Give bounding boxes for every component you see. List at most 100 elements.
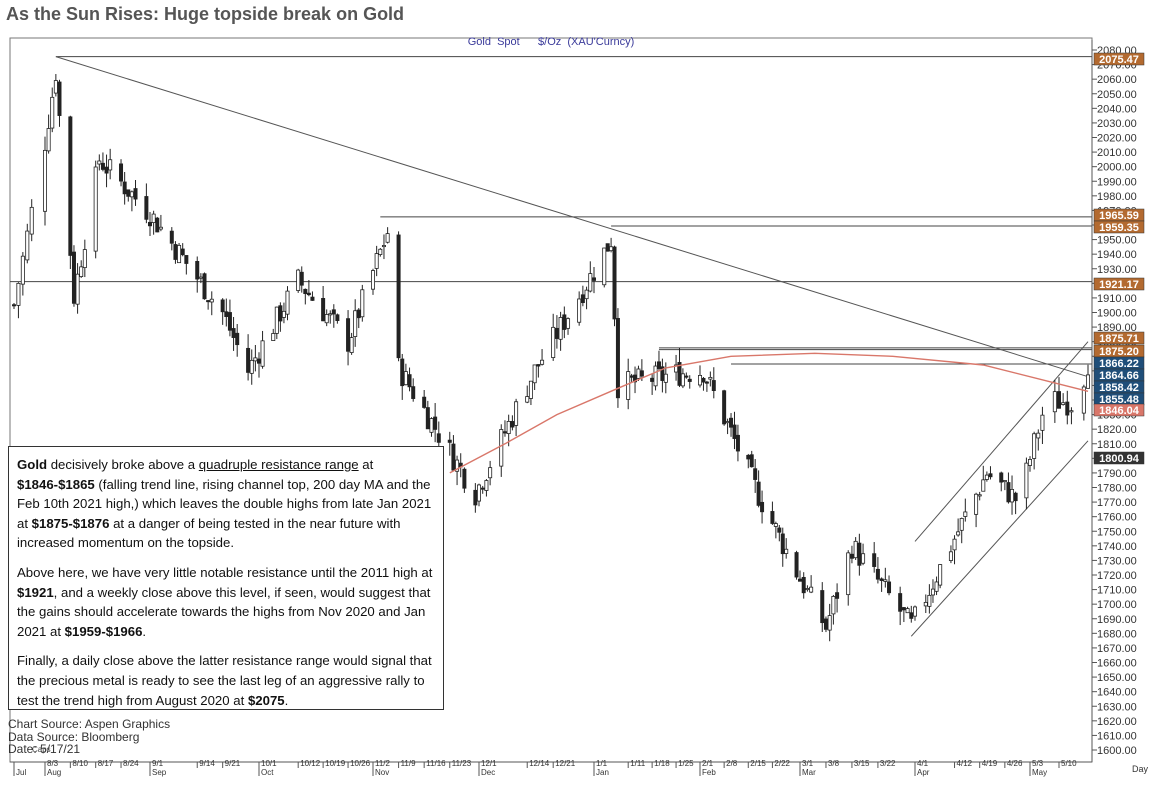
candle-body	[93, 166, 98, 252]
candle-body	[875, 568, 880, 580]
x-tick-label: 10/19	[325, 759, 346, 768]
y-tick-label: 1690.00	[1097, 614, 1137, 626]
data-source: Data Source: Bloomberg	[8, 729, 140, 744]
y-tick-label: 1600.00	[1097, 745, 1137, 757]
candle-body	[198, 276, 203, 279]
candle-body	[100, 162, 105, 170]
candle-body	[626, 371, 631, 400]
x-month-label: Apr	[917, 768, 930, 777]
candle-body	[687, 378, 692, 382]
candle-body	[274, 306, 279, 334]
candle-body	[447, 439, 452, 443]
candle-body	[249, 359, 254, 374]
y-tick-label: 2040.00	[1097, 103, 1137, 115]
candle-body	[927, 594, 932, 607]
x-tick-label: 4/1	[917, 759, 929, 768]
candle-body	[525, 396, 530, 403]
candle-body	[378, 248, 383, 255]
candle-body	[227, 312, 232, 331]
x-tick-label: 9/14	[199, 759, 215, 768]
candle-body	[656, 361, 661, 369]
price-label-box	[1093, 331, 1145, 345]
x-tick-label: 10/26	[350, 759, 371, 768]
candle-body	[584, 289, 589, 300]
x-tick-label: 2/8	[726, 759, 738, 768]
x-tick-label: 11/2	[375, 759, 391, 768]
x-tick-label: 10/1	[261, 759, 277, 768]
candle-body	[711, 380, 716, 391]
candle-body	[639, 370, 644, 377]
candle-body	[805, 588, 810, 591]
candle-body	[506, 421, 511, 435]
candle-body	[913, 606, 918, 617]
candle-body	[310, 296, 315, 301]
commentary-paragraph-3: Finally, a daily close above the latter …	[17, 653, 432, 708]
candle-body	[901, 607, 906, 611]
candle-body	[278, 305, 283, 322]
candle-body	[147, 221, 152, 227]
price-label: 1921.17	[1099, 279, 1139, 291]
candle-body	[129, 191, 134, 198]
candle-body	[827, 615, 832, 631]
candle-body	[108, 159, 113, 171]
falling-trend-line	[55, 56, 1089, 378]
candle-body	[959, 518, 964, 531]
candle-body	[831, 595, 836, 615]
candle-body	[169, 230, 174, 244]
candle-body	[499, 429, 504, 467]
candle-body	[360, 289, 365, 318]
x-unit-label: Day	[1132, 764, 1149, 774]
y-tick-label: 1930.00	[1097, 264, 1137, 276]
x-tick-label: 5/3	[1032, 759, 1044, 768]
candle-body	[605, 243, 610, 252]
y-tick-label: 1770.00	[1097, 497, 1137, 509]
candle-body	[615, 318, 620, 399]
y-tick-label: 1720.00	[1097, 570, 1137, 582]
candle-body	[231, 328, 236, 338]
candle-body	[708, 376, 713, 380]
x-month-label: Jan	[596, 768, 609, 777]
candle-body	[429, 418, 434, 433]
candle-body	[53, 80, 58, 94]
candle-body	[271, 333, 276, 341]
candle-body	[1010, 488, 1015, 503]
x-tick-label: 8/3	[47, 759, 59, 768]
candle-body	[57, 81, 62, 116]
candle-body	[794, 552, 799, 578]
candle-body	[422, 396, 427, 408]
candle-body	[636, 368, 641, 379]
candle-body	[20, 255, 25, 285]
x-month-label: Jul	[16, 768, 26, 777]
candle-body	[256, 358, 261, 364]
candle-body	[558, 317, 563, 340]
candle-body	[425, 407, 430, 430]
candle-body	[122, 181, 127, 195]
candle-body	[502, 431, 507, 434]
candle-body	[1065, 401, 1070, 416]
candle-body	[562, 314, 567, 330]
x-tick-label: 3/8	[828, 759, 840, 768]
x-tick-label: 4/19	[982, 759, 998, 768]
x-tick-label: 11/9	[401, 759, 417, 768]
candle-body	[455, 459, 460, 472]
candle-body	[381, 245, 386, 248]
candle-body	[777, 527, 782, 533]
commentary-paragraph-1: Gold decisively broke above a quadruple …	[17, 457, 432, 551]
candle-body	[260, 340, 265, 367]
y-tick-label: 1910.00	[1097, 293, 1137, 305]
x-tick-label: 11/23	[452, 759, 472, 768]
price-label: 1866.22	[1099, 358, 1139, 370]
candle-body	[321, 298, 326, 322]
candle-body	[577, 298, 582, 323]
y-tick-label: 1810.00	[1097, 439, 1137, 451]
y-tick-label: 1700.00	[1097, 599, 1137, 611]
price-label-box	[1093, 451, 1145, 465]
candle-body	[756, 481, 761, 506]
y-tick-label: 1740.00	[1097, 541, 1137, 553]
x-tick-label: 12/14	[529, 759, 550, 768]
y-tick-label: 1640.00	[1097, 687, 1137, 699]
price-label: 1875.71	[1099, 333, 1139, 345]
x-month-label: Aug	[47, 768, 61, 777]
y-tick-label: 2020.00	[1097, 133, 1137, 145]
candle-body	[760, 501, 765, 513]
